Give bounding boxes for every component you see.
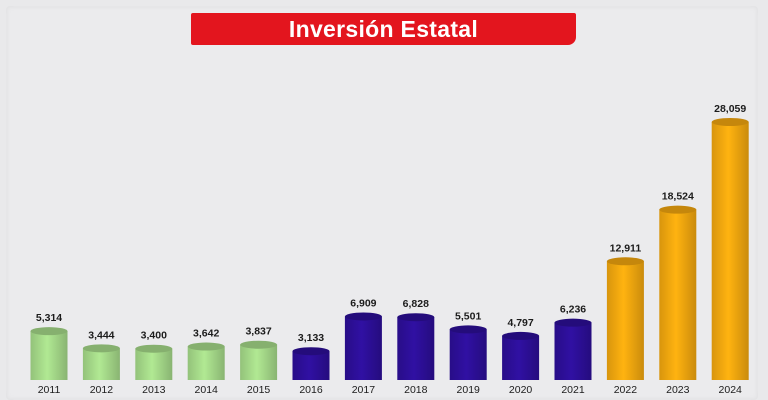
- bar-body: [240, 344, 278, 380]
- bar-cap: [711, 118, 749, 126]
- bar-body: [659, 209, 697, 380]
- value-label: 18,524: [662, 191, 694, 203]
- category-label: 2014: [195, 384, 219, 396]
- bar-cap: [30, 327, 68, 336]
- bar-cap: [344, 312, 382, 321]
- value-label: 3,400: [141, 330, 167, 342]
- bar-body: [606, 261, 644, 380]
- bar-cap: [502, 331, 540, 340]
- bar-2020: [502, 331, 540, 380]
- bar-2015: [240, 340, 278, 380]
- value-label: 3,837: [245, 326, 271, 338]
- category-label: 2019: [457, 384, 481, 396]
- bar-2021: [554, 318, 592, 380]
- bar-2017: [344, 312, 382, 380]
- bar-body: [397, 317, 435, 380]
- value-label: 5,314: [36, 312, 62, 324]
- value-label: 6,828: [403, 298, 429, 310]
- value-label: 6,236: [560, 304, 586, 316]
- bar-cap: [397, 313, 435, 322]
- bar-body: [82, 348, 120, 380]
- category-label: 2021: [561, 384, 585, 396]
- bar-body: [135, 348, 173, 380]
- bar-cap: [449, 325, 487, 334]
- bar-cap: [606, 257, 644, 266]
- bar-2013: [135, 344, 173, 380]
- category-label: 2017: [352, 384, 376, 396]
- category-label: 2024: [719, 384, 743, 396]
- value-label: 12,911: [610, 242, 642, 254]
- value-label: 4,797: [507, 317, 533, 329]
- bar-cap: [82, 344, 120, 353]
- bar-cap: [135, 344, 173, 353]
- category-label: 2016: [299, 384, 323, 396]
- bar-body: [554, 322, 592, 380]
- bar-2018: [397, 313, 435, 380]
- value-label: 3,642: [193, 328, 219, 340]
- category-label: 2018: [404, 384, 428, 396]
- bar-body: [449, 329, 487, 380]
- bar-2022: [606, 257, 644, 380]
- category-label: 2022: [614, 384, 638, 396]
- category-label: 2023: [666, 384, 690, 396]
- bar-2023: [659, 205, 697, 380]
- bar-cap: [554, 318, 592, 327]
- bar-2019: [449, 325, 487, 380]
- category-label: 2015: [247, 384, 271, 396]
- bar-body: [187, 346, 225, 380]
- bar-body: [344, 316, 382, 380]
- chart-title: Inversión Estatal: [288, 15, 479, 42]
- value-label: 28,059: [714, 103, 746, 115]
- bar-cap: [659, 205, 697, 214]
- bar-cap: [187, 342, 225, 351]
- category-label: 2011: [38, 384, 61, 396]
- bar-cap: [292, 347, 330, 356]
- category-label: 2013: [142, 384, 166, 396]
- value-label: 6,909: [350, 297, 376, 309]
- value-label: 3,133: [298, 332, 324, 344]
- bar-2014: [187, 342, 225, 380]
- bar-2011: [30, 327, 68, 380]
- bar-2024: [711, 118, 749, 380]
- bar-2012: [82, 344, 120, 380]
- bar-cap: [240, 340, 278, 349]
- chart-title-banner: Inversión Estatal: [191, 13, 576, 45]
- value-label: 3,444: [88, 329, 114, 341]
- value-label: 5,501: [455, 310, 481, 322]
- category-label: 2012: [90, 384, 114, 396]
- bar-body: [292, 351, 330, 380]
- bar-2016: [292, 347, 330, 380]
- bar-body: [711, 122, 749, 380]
- category-label: 2020: [509, 384, 533, 396]
- bar-body: [30, 331, 68, 380]
- bar-body: [502, 335, 540, 380]
